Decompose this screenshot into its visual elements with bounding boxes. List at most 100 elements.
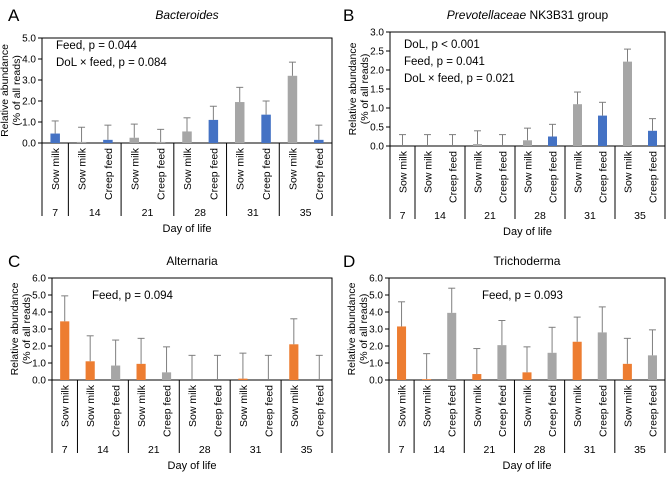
bar-7-sow-milk: [50, 133, 60, 143]
bar-35-sow-milk: [623, 61, 632, 146]
bar-31-sow-milk: [238, 378, 248, 380]
chart-title: Trichoderma: [494, 254, 561, 268]
bar-14-sow-milk: [76, 141, 87, 143]
x-category-label: Creep feed: [103, 148, 115, 200]
panel-label: D: [343, 252, 355, 271]
y-tick-label: 2.0: [32, 342, 46, 353]
x-category-label: Creep feed: [497, 385, 509, 437]
day-label: 21: [148, 444, 160, 456]
day-label: 28: [194, 207, 206, 219]
y-tick-label: 0.0: [370, 142, 384, 153]
x-category-label: Creep feed: [156, 148, 168, 200]
bar-21-creep-feed: [155, 141, 166, 143]
bar-14-creep-feed: [103, 139, 113, 143]
y-tick-label: 3.0: [370, 28, 384, 39]
x-category-label: Creep feed: [498, 151, 510, 203]
y-axis-label: Relative abundance: [0, 44, 11, 137]
y-tick-label: 0.0: [369, 376, 383, 387]
panel-b: B Prevotellaceae NK3B31 group 0.0 0.5 1.0 1.5…: [343, 6, 666, 238]
day-label: 14: [433, 444, 445, 456]
day-label: 35: [301, 444, 313, 456]
y-tick-label: 5.0: [369, 291, 383, 302]
x-category-label: Creep feed: [598, 151, 610, 203]
y-tick-label: 0.5: [370, 123, 384, 134]
stat-annotation: Feed, p = 0.041: [404, 56, 485, 68]
bar-31-sow-milk: [234, 102, 245, 143]
y-tick-label: 1.0: [370, 104, 384, 115]
chart-title-italic: Prevotellaceae: [447, 8, 527, 22]
y-tick-label: 6.0: [369, 274, 383, 285]
y-tick-label: 1.0: [22, 118, 36, 129]
bar-35-creep-feed: [314, 139, 324, 143]
bar-28-creep-feed: [547, 352, 557, 380]
y-axis-label: (% of all reads): [359, 54, 371, 125]
day-label: 31: [247, 207, 259, 219]
y-axis-label: (% of all reads): [11, 55, 23, 126]
x-category-label: Sow milk: [136, 384, 148, 427]
stat-annotation: Feed, p = 0.044: [56, 40, 137, 52]
x-category-label: Sow milk: [523, 150, 535, 193]
x-category-label: Creep feed: [447, 385, 459, 437]
panel-c: C Alternaria 0.0 1.0 2.0 3.0 4.0 5.0 6.0 Relative…: [8, 252, 333, 472]
day-label: 35: [300, 207, 312, 219]
x-category-label: Sow milk: [473, 150, 485, 193]
y-tick-label: 3.0: [32, 325, 46, 336]
x-category-label: Sow milk: [287, 147, 299, 190]
y-axis-label: Relative abundance: [9, 282, 21, 375]
stat-annotation: Feed, p = 0.093: [482, 290, 563, 302]
day-label: 7: [399, 444, 405, 456]
stat-annotation: DoL, p < 0.001: [404, 39, 480, 51]
y-axis-label: (% of all reads): [21, 294, 33, 365]
panel-label: C: [8, 252, 20, 271]
x-category-label: Sow milk: [182, 147, 194, 190]
x-category-label: Sow milk: [398, 150, 410, 193]
bar-28-sow-milk: [522, 372, 532, 380]
day-label: 7: [62, 444, 68, 456]
panel-label: A: [8, 6, 20, 25]
y-tick-label: 5.0: [22, 34, 36, 45]
bar-21-sow-milk: [129, 137, 140, 143]
x-category-label: Creep feed: [261, 148, 273, 200]
y-tick-label: 2.0: [370, 66, 384, 77]
y-tick-label: 6.0: [32, 274, 46, 285]
x-category-label: Sow milk: [622, 384, 634, 427]
x-category-label: Creep feed: [111, 385, 123, 437]
x-category-label: Creep feed: [547, 385, 559, 437]
x-category-label: Creep feed: [647, 385, 659, 437]
x-category-label: Creep feed: [208, 148, 220, 200]
bar-28-sow-milk: [182, 131, 192, 143]
y-tick-label: 0.0: [32, 376, 46, 387]
bar-31-creep-feed: [598, 115, 607, 146]
y-tick-label: 1.5: [370, 85, 384, 96]
x-category-label: Sow milk: [77, 147, 89, 190]
bar-14-creep-feed: [111, 365, 121, 380]
x-category-label: Sow milk: [522, 384, 534, 427]
bar-31-sow-milk: [573, 104, 582, 146]
y-tick-label: 0.0: [22, 139, 36, 150]
x-category-label: Sow milk: [572, 384, 584, 427]
bar-35-sow-milk: [287, 75, 298, 143]
stat-annotation: DoL × feed, p = 0.021: [404, 73, 515, 85]
bar-14-sow-milk: [85, 361, 95, 380]
bar-7-sow-milk: [60, 321, 70, 380]
x-axis-label: Day of life: [503, 226, 552, 238]
x-category-label: Sow milk: [85, 384, 97, 427]
day-label: 21: [142, 207, 154, 219]
x-category-label: Creep feed: [212, 385, 224, 437]
y-axis-label: Relative abundance: [346, 282, 358, 375]
day-label: 31: [584, 210, 596, 222]
x-axis-label: Day of life: [163, 223, 212, 235]
day-label: 35: [634, 210, 646, 222]
x-category-label: Sow milk: [573, 150, 585, 193]
x-category-label: Sow milk: [623, 150, 635, 193]
bar-31-creep-feed: [261, 114, 271, 143]
y-tick-label: 4.0: [22, 55, 36, 66]
day-label: 21: [484, 444, 496, 456]
day-label: 14: [434, 210, 446, 222]
bar-21-sow-milk: [136, 363, 146, 380]
x-category-label: Sow milk: [235, 147, 247, 190]
y-axis-label: Relative abundance: [347, 42, 359, 135]
x-category-label: Creep feed: [548, 151, 560, 203]
x-category-label: Sow milk: [289, 384, 301, 427]
